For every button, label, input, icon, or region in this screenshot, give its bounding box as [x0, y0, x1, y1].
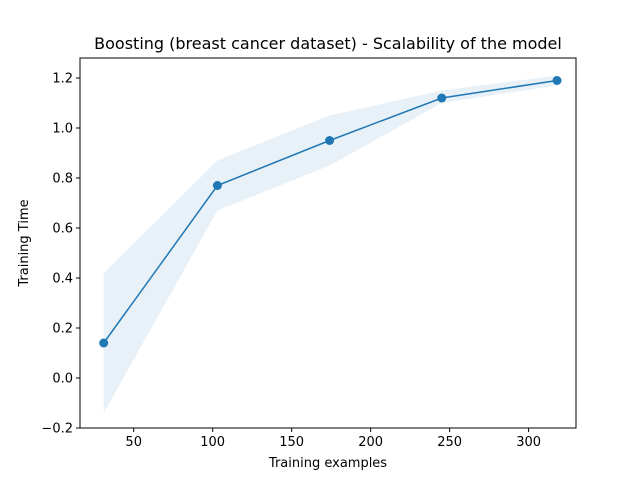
y-tick-label: −0.2: [41, 422, 73, 437]
x-axis: 50 100 150 200 250 300: [125, 428, 541, 450]
y-tick-label: 0.6: [52, 222, 73, 237]
y-axis-label: Training Time: [17, 199, 32, 287]
confidence-band: [103, 75, 558, 413]
x-tick-label: 200: [358, 435, 383, 450]
x-tick-label: 50: [125, 435, 142, 450]
y-tick-label: 1.2: [52, 72, 73, 87]
data-point: [437, 93, 447, 103]
x-tick-label: 250: [437, 435, 462, 450]
y-tick-label: 0.2: [52, 322, 73, 337]
plot-area: [79, 57, 577, 429]
x-axis-label: Training examples: [268, 456, 387, 471]
data-point: [99, 338, 109, 348]
y-tick-label: 0.8: [52, 172, 73, 187]
y-tick-label: 0.4: [52, 272, 73, 287]
y-axis: −0.2 0.0 0.2 0.4 0.6 0.8 1.0 1.2: [41, 72, 80, 437]
data-point: [325, 136, 335, 145]
data-point: [552, 76, 562, 85]
y-tick-label: 0.0: [52, 372, 73, 387]
x-tick-label: 100: [200, 435, 225, 450]
chart-title: Boosting (breast cancer dataset) - Scala…: [94, 34, 562, 53]
plot-frame: [79, 57, 577, 429]
y-tick-label: 1.0: [52, 122, 73, 137]
x-tick-label: 300: [516, 435, 541, 450]
data-point: [212, 181, 222, 190]
x-tick-label: 150: [279, 435, 304, 450]
